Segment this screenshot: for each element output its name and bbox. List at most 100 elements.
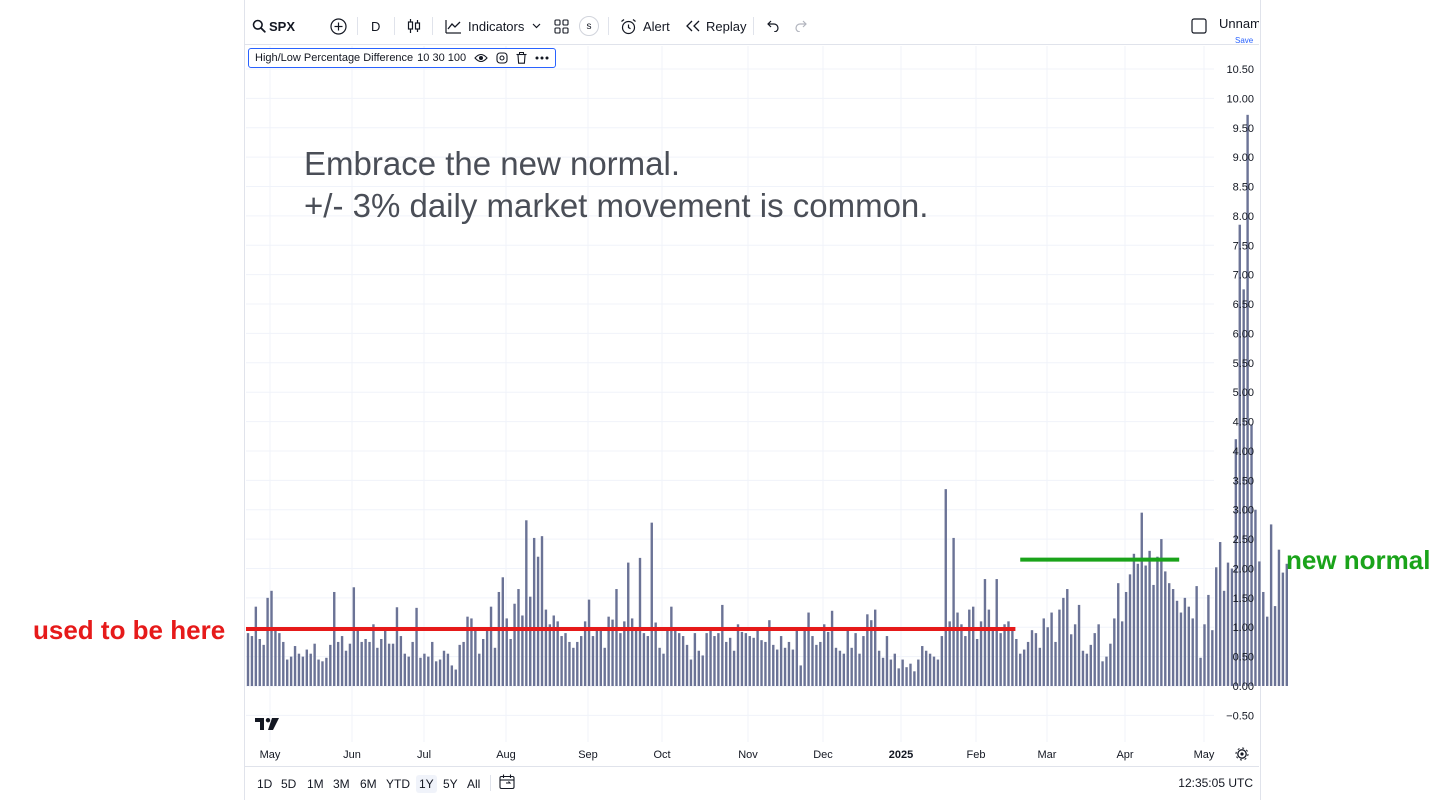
- bar: [1120, 621, 1124, 686]
- bar: [1038, 647, 1042, 686]
- x-tick-label: May: [1194, 749, 1215, 761]
- more-icon[interactable]: [535, 56, 549, 60]
- replay-button[interactable]: Replay: [685, 8, 746, 44]
- bar: [568, 641, 571, 686]
- bar: [485, 630, 489, 686]
- bar: [587, 599, 591, 686]
- y-tick-label: 9.50: [1233, 123, 1254, 135]
- bar: [1160, 539, 1163, 686]
- bar: [1132, 553, 1136, 686]
- bar: [497, 591, 501, 686]
- annotation-line-2: +/- 3% daily market movement is common.: [304, 187, 929, 224]
- layout-checkbox[interactable]: [1191, 8, 1207, 44]
- trash-icon[interactable]: [516, 52, 527, 64]
- range-all[interactable]: All: [467, 777, 481, 791]
- range-1d[interactable]: 1D: [257, 777, 273, 791]
- bar: [685, 644, 689, 686]
- layout-name[interactable]: Unnamed: [1219, 8, 1259, 44]
- bar: [348, 643, 352, 686]
- layouts-button[interactable]: [554, 8, 569, 44]
- y-tick-label: 6.50: [1233, 299, 1254, 311]
- alert-label: Alert: [643, 18, 670, 34]
- bar: [921, 646, 924, 686]
- compare-button[interactable]: [330, 8, 347, 44]
- bar: [1175, 600, 1179, 686]
- interval-button[interactable]: D: [371, 8, 380, 44]
- bar: [874, 609, 877, 686]
- bar: [744, 633, 748, 686]
- bar: [1234, 439, 1238, 686]
- bar: [1187, 606, 1190, 686]
- range-5y[interactable]: 5Y: [443, 777, 458, 791]
- indicator-legend[interactable]: High/Low Percentage Difference 10 30 100: [248, 48, 557, 68]
- bar: [544, 609, 548, 686]
- eye-icon[interactable]: [474, 53, 488, 63]
- bar: [391, 643, 395, 686]
- chart-type-button[interactable]: [407, 8, 421, 44]
- symbol-search[interactable]: SPX: [252, 8, 295, 44]
- replay-label: Replay: [706, 18, 747, 34]
- bar: [1230, 568, 1234, 686]
- bar: [936, 659, 940, 686]
- bar: [340, 636, 344, 686]
- bar: [611, 619, 614, 686]
- bar: [1164, 571, 1167, 686]
- bar: [470, 618, 473, 686]
- bar: [297, 653, 301, 686]
- range-3m[interactable]: 3M: [333, 777, 350, 791]
- bar: [807, 612, 810, 686]
- bar: [846, 627, 849, 686]
- bar: [1281, 572, 1285, 686]
- bar: [442, 650, 446, 686]
- bar: [670, 606, 673, 686]
- indicators-button[interactable]: Indicators: [445, 8, 524, 44]
- bar: [446, 653, 450, 686]
- range-ytd[interactable]: YTD: [386, 777, 410, 791]
- calendar-icon[interactable]: [499, 774, 516, 795]
- range-1m[interactable]: 1M: [307, 777, 324, 791]
- bar: [1030, 630, 1034, 686]
- y-tick-label: 9.00: [1233, 152, 1254, 164]
- indicators-dropdown[interactable]: [532, 8, 541, 44]
- s-badge[interactable]: s: [579, 8, 599, 44]
- bar: [776, 649, 779, 686]
- symbol-label: SPX: [269, 18, 296, 34]
- alert-button[interactable]: Alert: [620, 8, 670, 44]
- bar: [274, 630, 277, 686]
- indicators-icon: [445, 19, 462, 34]
- range-1y[interactable]: 1Y: [416, 775, 437, 793]
- bar: [317, 659, 320, 686]
- range-6m[interactable]: 6M: [360, 777, 377, 791]
- bar: [576, 641, 579, 686]
- bar: [674, 627, 677, 686]
- bar: [301, 656, 305, 686]
- range-5d[interactable]: 5D: [281, 777, 297, 791]
- redo-button[interactable]: [795, 8, 809, 44]
- bar: [1179, 612, 1183, 686]
- bar: [940, 636, 944, 686]
- bar: [693, 633, 697, 686]
- bar: [407, 656, 410, 686]
- bar: [387, 643, 391, 686]
- clock: 12:35:05 UTC: [1178, 776, 1253, 790]
- bar: [944, 489, 947, 686]
- undo-button[interactable]: [765, 8, 779, 44]
- bar: [1109, 643, 1112, 686]
- settings-icon[interactable]: [496, 52, 508, 64]
- y-tick-label: 10.50: [1226, 64, 1254, 76]
- bar: [482, 638, 485, 686]
- bar: [870, 620, 873, 686]
- bar: [360, 641, 363, 686]
- bar: [979, 621, 983, 686]
- bottom-bar: 1D 5D 1M 3M 6M YTD 1Y 5Y All 12:35:05 UT…: [244, 766, 1259, 799]
- y-tick-label: 4.50: [1233, 417, 1254, 429]
- bar: [1195, 586, 1198, 686]
- bar: [1136, 563, 1140, 686]
- bar: [1117, 583, 1120, 686]
- bar: [932, 656, 936, 686]
- candles-icon: [407, 18, 421, 34]
- bar: [634, 627, 638, 686]
- save-link[interactable]: Save: [1235, 36, 1254, 45]
- bar: [352, 587, 356, 686]
- bar: [1026, 641, 1030, 686]
